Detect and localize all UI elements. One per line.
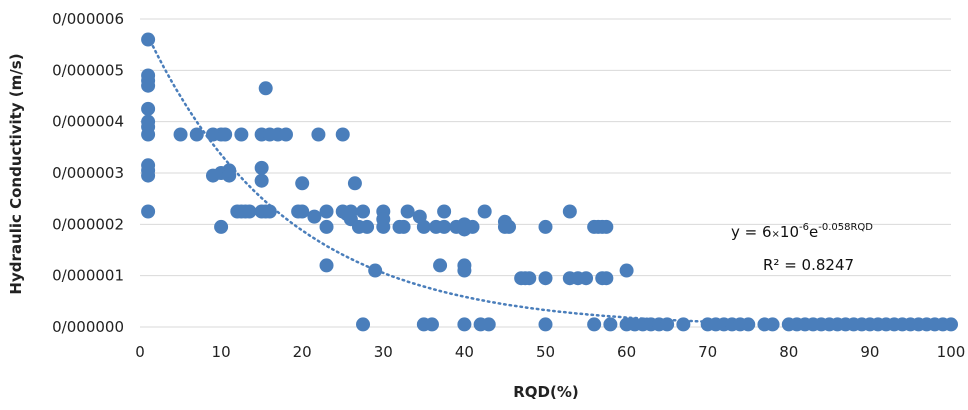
data-point <box>222 168 237 183</box>
data-points <box>141 32 958 332</box>
data-point <box>376 219 391 234</box>
data-point <box>660 317 675 332</box>
equation-base-exponent: -6 <box>799 222 809 233</box>
equation-base: 10 <box>780 223 799 241</box>
data-point <box>173 127 188 142</box>
data-point <box>562 204 577 219</box>
equation-exponent: -0.058RQD <box>818 222 873 233</box>
data-point <box>141 127 156 142</box>
data-point <box>307 209 322 224</box>
x-tick-label: 80 <box>779 343 798 361</box>
axis-tick-labels: 0/000000 0/000001 0/000002 0/000003 0/000004… <box>52 10 965 361</box>
data-point <box>457 317 472 332</box>
data-point <box>481 317 496 332</box>
data-point <box>538 317 553 332</box>
trendline-equation: y = 6×10-6e-0.058RQD <box>731 222 873 241</box>
data-point <box>433 258 448 273</box>
equation-e: e <box>809 223 818 241</box>
x-axis-title: RQD(%) <box>513 383 579 401</box>
data-point <box>214 219 229 234</box>
trendline-curve <box>146 35 709 323</box>
x-tick-label: 50 <box>536 343 555 361</box>
equation-lead: y = 6 <box>731 223 772 241</box>
data-point <box>347 176 362 191</box>
x-tick-label: 60 <box>617 343 636 361</box>
data-point <box>295 204 310 219</box>
data-point <box>335 127 350 142</box>
data-point <box>278 127 293 142</box>
data-point <box>141 101 156 116</box>
data-point <box>587 317 602 332</box>
x-tick-label: 40 <box>455 343 474 361</box>
data-point <box>457 263 472 278</box>
y-tick-label: 0/000001 <box>52 267 124 285</box>
y-tick-label: 0/000004 <box>52 113 124 131</box>
x-tick-label: 20 <box>293 343 312 361</box>
data-point <box>538 271 553 286</box>
data-point <box>522 271 537 286</box>
data-point <box>477 204 492 219</box>
data-point <box>400 204 415 219</box>
x-tick-label: 0 <box>135 343 145 361</box>
data-point <box>141 78 156 93</box>
x-tick-label: 100 <box>937 343 966 361</box>
data-point <box>242 204 257 219</box>
data-point <box>603 317 618 332</box>
data-point <box>676 317 691 332</box>
data-point <box>254 160 269 175</box>
data-point <box>262 204 277 219</box>
data-point <box>599 271 614 286</box>
data-point <box>502 219 517 234</box>
equation-times: × <box>772 229 780 240</box>
data-point <box>218 127 233 142</box>
data-point <box>599 219 614 234</box>
data-point <box>424 317 439 332</box>
data-point <box>189 127 204 142</box>
data-point <box>368 263 383 278</box>
r-squared-label: R² = 0.8247 <box>763 256 854 274</box>
y-tick-label: 0/000002 <box>52 215 124 233</box>
data-point <box>356 317 371 332</box>
data-point <box>465 219 480 234</box>
data-point <box>319 258 334 273</box>
data-point <box>295 176 310 191</box>
data-point <box>141 32 156 47</box>
y-tick-label: 0/000005 <box>52 61 124 79</box>
data-point <box>311 127 326 142</box>
data-point <box>360 219 375 234</box>
data-point <box>356 204 371 219</box>
data-point <box>416 219 431 234</box>
data-point <box>254 173 269 188</box>
data-point <box>579 271 594 286</box>
data-point <box>619 263 634 278</box>
data-point <box>396 219 411 234</box>
x-tick-label: 90 <box>860 343 879 361</box>
data-point <box>234 127 249 142</box>
data-point <box>944 317 958 332</box>
data-point <box>765 317 780 332</box>
data-point <box>319 204 334 219</box>
data-point <box>141 204 156 219</box>
x-tick-label: 30 <box>374 343 393 361</box>
trendline-layer <box>146 35 709 323</box>
data-point <box>258 81 273 96</box>
data-point <box>538 219 553 234</box>
data-point <box>437 204 452 219</box>
x-tick-label: 70 <box>698 343 717 361</box>
data-point <box>141 168 156 183</box>
data-point <box>741 317 756 332</box>
data-point <box>437 219 452 234</box>
y-tick-label: 0/000000 <box>52 318 124 336</box>
y-tick-label: 0/000006 <box>52 10 124 28</box>
y-tick-label: 0/000003 <box>52 164 124 182</box>
data-point <box>319 219 334 234</box>
x-tick-label: 10 <box>212 343 231 361</box>
y-axis-title: Hydraulic Conductivity (m/s) <box>7 53 25 294</box>
